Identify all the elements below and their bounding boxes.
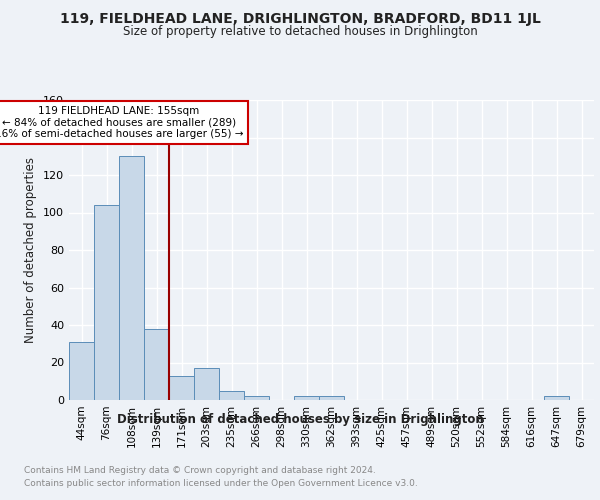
Bar (544, 396, 569, 400)
Bar (194, 368, 219, 400)
Text: 119, FIELDHEAD LANE, DRIGHLINGTON, BRADFORD, BD11 1JL: 119, FIELDHEAD LANE, DRIGHLINGTON, BRADF… (59, 12, 541, 26)
Text: Contains HM Land Registry data © Crown copyright and database right 2024.: Contains HM Land Registry data © Crown c… (24, 466, 376, 475)
Text: 119 FIELDHEAD LANE: 155sqm
← 84% of detached houses are smaller (289)
16% of sem: 119 FIELDHEAD LANE: 155sqm ← 84% of deta… (0, 106, 243, 139)
Text: Distribution of detached houses by size in Drighlington: Distribution of detached houses by size … (116, 412, 484, 426)
Bar (169, 376, 194, 400)
Bar (119, 156, 144, 400)
Bar (244, 396, 269, 400)
Bar (94, 205, 119, 400)
Y-axis label: Number of detached properties: Number of detached properties (25, 157, 37, 343)
Bar (319, 396, 344, 400)
Text: Size of property relative to detached houses in Drighlington: Size of property relative to detached ho… (122, 25, 478, 38)
Bar (294, 396, 319, 400)
Bar (144, 329, 169, 400)
Bar (219, 390, 244, 400)
Text: Contains public sector information licensed under the Open Government Licence v3: Contains public sector information licen… (24, 479, 418, 488)
Bar (69, 342, 94, 400)
